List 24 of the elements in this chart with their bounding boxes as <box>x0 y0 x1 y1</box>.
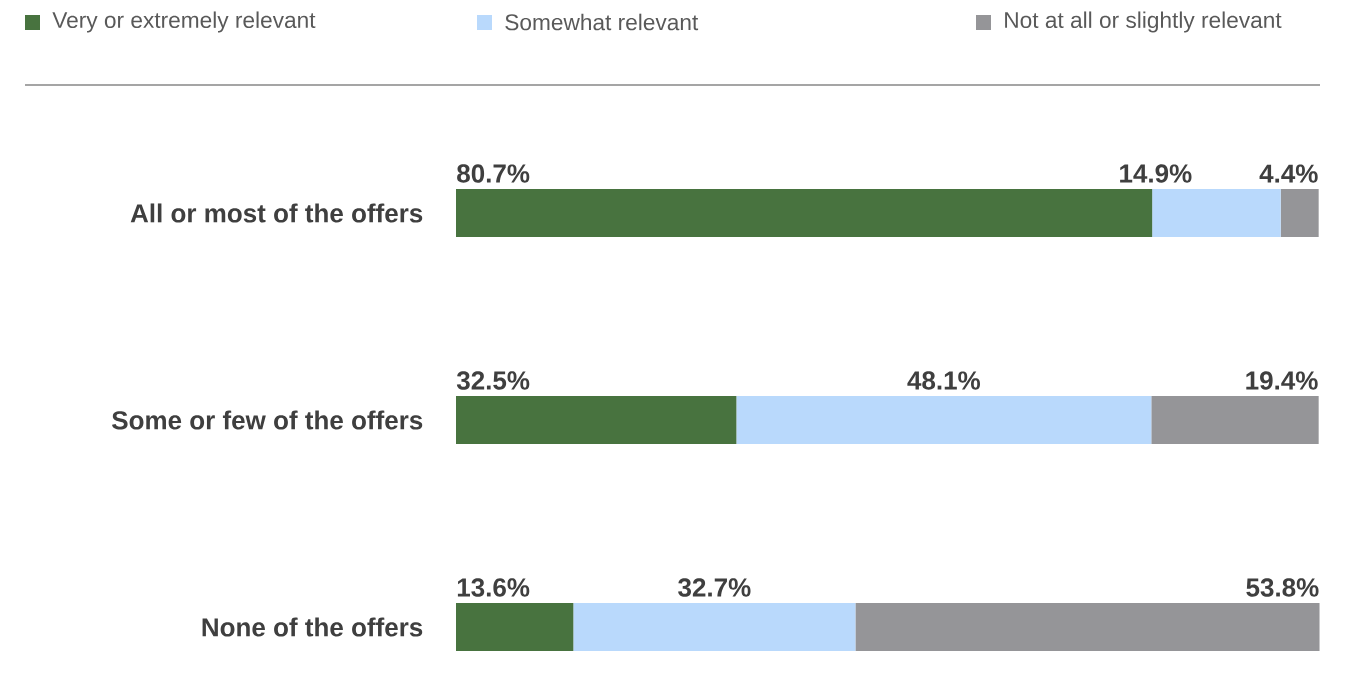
legend-label: Very or extremely relevant <box>52 11 316 33</box>
bar <box>1280 189 1319 238</box>
y-tick-label: None of the offers <box>202 617 423 637</box>
legend-label: Somewhat relevant <box>505 13 699 31</box>
data-label: 32.5% <box>456 371 530 390</box>
y-tick-label: All or most of the offers <box>130 203 423 223</box>
bar <box>1152 189 1281 238</box>
legend-label: Not at all or slightly relevant <box>1005 11 1282 33</box>
data-label: 80.7% <box>457 164 530 183</box>
data-label: 32.7% <box>678 578 751 597</box>
bar <box>456 603 574 651</box>
data-label: 14.9% <box>1120 164 1192 183</box>
data-label: 13.6% <box>457 578 530 597</box>
bar <box>1151 396 1319 444</box>
bar <box>456 396 737 444</box>
data-label: 48.1% <box>907 371 980 390</box>
data-label: 4.4% <box>1259 164 1318 183</box>
bar <box>736 396 1152 444</box>
bar <box>456 189 1153 238</box>
data-label: 53.8% <box>1246 578 1319 597</box>
y-tick-label: Some or few of the offers <box>112 410 423 430</box>
bar <box>573 603 856 651</box>
bar <box>855 603 1320 651</box>
data-label: 19.4% <box>1246 371 1318 390</box>
